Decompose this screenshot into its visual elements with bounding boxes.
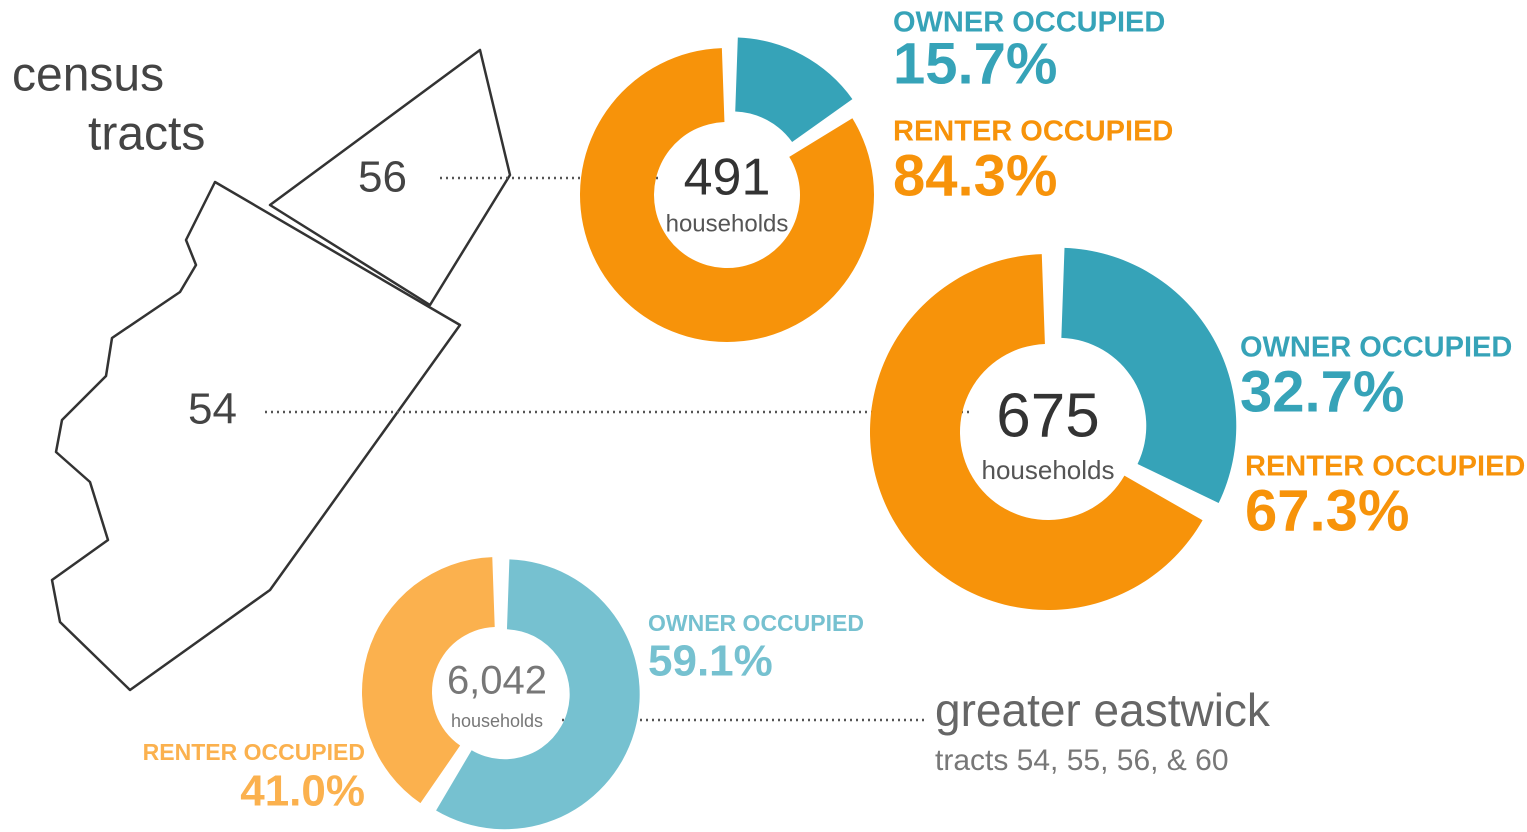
map-title: tracts [88, 108, 205, 161]
tract-label: 56 [358, 153, 407, 202]
segment-value: 15.7% [893, 31, 1057, 96]
donut-total: 675 [996, 381, 1099, 450]
segment-label: OWNER OCCUPIED [893, 7, 1165, 39]
tract-label: 54 [188, 385, 237, 434]
segment-value: 84.3% [893, 143, 1057, 208]
segment-value: 32.7% [1240, 359, 1404, 424]
segment-label: OWNER OCCUPIED [648, 610, 864, 636]
segment-label: OWNER OCCUPIED [1240, 332, 1512, 364]
segment-label: RENTER OCCUPIED [1245, 451, 1525, 483]
donut-total: 491 [684, 149, 771, 207]
map-title: census [12, 49, 164, 102]
donut-segment [1061, 247, 1237, 504]
region-subtitle: tracts 54, 55, 56, & 60 [935, 744, 1229, 777]
segment-label: RENTER OCCUPIED [143, 739, 365, 765]
donut-caption: households [451, 711, 543, 731]
tract-56-shape [268, 48, 512, 307]
segment-label: RENTER OCCUPIED [893, 116, 1173, 148]
donut-segment [870, 254, 1203, 610]
segment-value: 41.0% [240, 767, 365, 816]
donut-segment [579, 48, 874, 342]
donut-caption: households [982, 455, 1115, 485]
tract-54-shape [50, 180, 462, 692]
donut-segment [436, 559, 640, 830]
donut-segment [362, 557, 495, 804]
region-title: greater eastwick [935, 684, 1271, 736]
donut-caption: households [666, 210, 789, 237]
segment-value: 59.1% [648, 637, 773, 686]
segment-value: 67.3% [1245, 478, 1409, 543]
donut-segment [735, 37, 853, 143]
donut-total: 6,042 [447, 659, 547, 703]
